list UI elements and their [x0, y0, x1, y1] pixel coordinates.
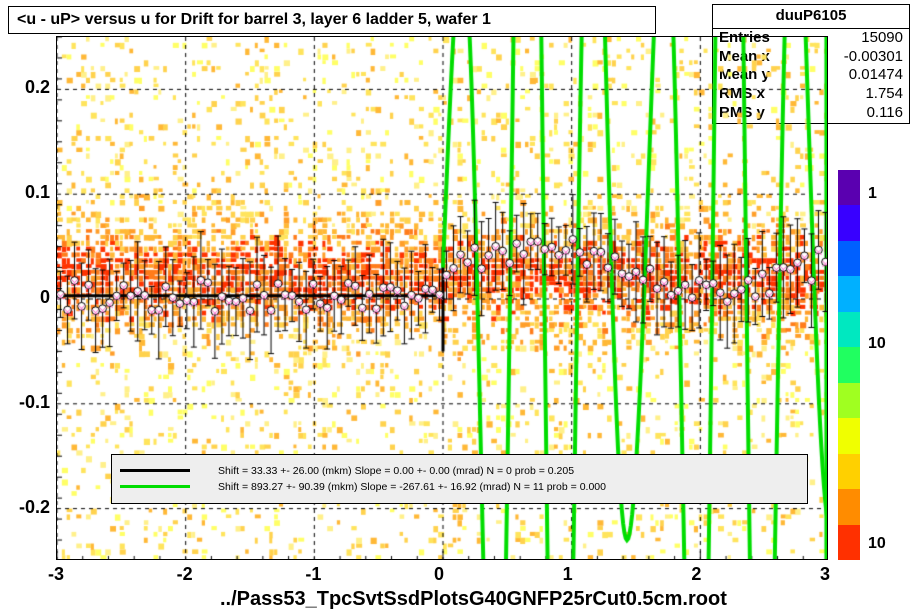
- y-tick-label: 0.2: [25, 77, 50, 98]
- y-tick-label: 0: [40, 287, 50, 308]
- y-tick-label: -0.2: [19, 497, 50, 518]
- legend-line: [120, 469, 190, 472]
- fit-legend: Shift = 33.33 +- 26.00 (mkm) Slope = 0.0…: [111, 454, 808, 504]
- colorbar-segment: [838, 418, 860, 453]
- title-text: <u - uP> versus u for Drift for barrel 3…: [17, 11, 491, 28]
- colorbar-segment: [838, 347, 860, 382]
- colorbar-tick-label: 1: [868, 185, 877, 203]
- colorbar-segment: [838, 205, 860, 240]
- x-tick-label: -3: [48, 564, 64, 585]
- y-tick-label: 0.1: [25, 182, 50, 203]
- colorbar-segment: [838, 489, 860, 524]
- x-tick-label: 0: [434, 564, 444, 585]
- colorbar-segment: [838, 241, 860, 276]
- legend-text: Shift = 33.33 +- 26.00 (mkm) Slope = 0.0…: [218, 465, 574, 477]
- legend-row: Shift = 893.27 +- 90.39 (mkm) Slope = -2…: [120, 481, 799, 493]
- y-tick-label: -0.1: [19, 392, 50, 413]
- colorbar: [838, 170, 860, 560]
- x-tick-label: 3: [820, 564, 830, 585]
- colorbar-segment: [838, 525, 860, 560]
- x-tick-label: 1: [563, 564, 573, 585]
- colorbar-segment: [838, 454, 860, 489]
- x-tick-label: -2: [177, 564, 193, 585]
- legend-row: Shift = 33.33 +- 26.00 (mkm) Slope = 0.0…: [120, 465, 799, 477]
- legend-text: Shift = 893.27 +- 90.39 (mkm) Slope = -2…: [218, 481, 606, 493]
- stats-name: duuP6105: [713, 5, 909, 29]
- colorbar-tick-label: 10: [868, 335, 886, 353]
- colorbar-segment: [838, 276, 860, 311]
- x-tick-label: 2: [691, 564, 701, 585]
- legend-line: [120, 485, 190, 488]
- footer-filename: ../Pass53_TpcSvtSsdPlotsG40GNFP25rCut0.5…: [220, 588, 727, 611]
- colorbar-segment: [838, 170, 860, 205]
- x-tick-label: -1: [305, 564, 321, 585]
- colorbar-tick-label: 10: [868, 535, 886, 553]
- chart-title: <u - uP> versus u for Drift for barrel 3…: [8, 6, 656, 34]
- colorbar-segment: [838, 383, 860, 418]
- colorbar-segment: [838, 312, 860, 347]
- plot-area: Shift = 33.33 +- 26.00 (mkm) Slope = 0.0…: [56, 36, 828, 560]
